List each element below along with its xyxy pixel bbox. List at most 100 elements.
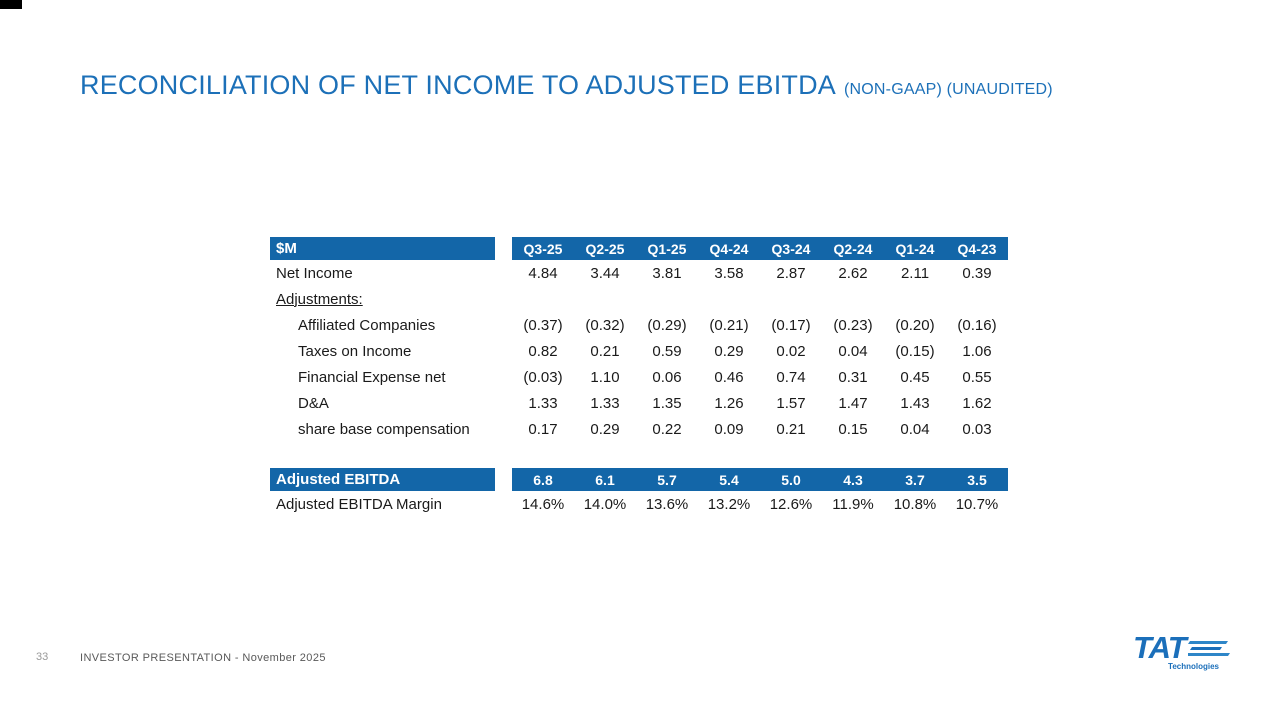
value-cell: 12.6% [769,495,813,513]
value-cell: 13.6% [645,495,689,513]
value-cell: (0.17) [771,316,811,334]
value-cell: 0.04 [838,342,868,360]
row-values: 14.6% 14.0% 13.6% 13.2% 12.6% 11.9% 10.8… [512,496,1008,513]
quarter-header: Q1-25 [647,240,687,257]
row-values: 0.82 0.21 0.59 0.29 0.02 0.04 (0.15) 1.0… [512,343,1008,360]
value-cell: 0.04 [900,420,930,438]
value-cell: (0.37) [523,316,563,334]
value-cell: 3.58 [714,264,744,282]
value-cell: 3.44 [590,264,620,282]
table-row-financial-expense-net: Financial Expense net (0.03) 1.10 0.06 0… [270,364,1008,390]
row-values: 4.84 3.44 3.81 3.58 2.87 2.62 2.11 0.39 [512,265,1008,282]
quarter-header: Q4-24 [709,240,749,257]
value-cell: 0.39 [962,264,992,282]
value-cell: 14.0% [583,495,627,513]
value-cell: 10.8% [893,495,937,513]
row-label: Adjusted EBITDA Margin [276,495,442,513]
value-cell: 4.84 [528,264,558,282]
value-cell: 0.09 [714,420,744,438]
row-label: D&A [298,394,329,412]
reconciliation-table: $M Q3-25 Q2-25 Q1-25 Q4-24 Q3-24 Q2-24 Q… [270,237,1008,517]
value-cell: 0.06 [652,368,682,386]
value-cell: 0.55 [962,368,992,386]
table-row-adjusted-ebitda-margin: Adjusted EBITDA Margin 14.6% 14.0% 13.6%… [270,491,1008,517]
logo-text: TAT [1133,630,1187,665]
value-cell: 3.7 [905,471,925,488]
table-spacer [270,442,1008,468]
value-cell: 1.33 [590,394,620,412]
row-label: share base compensation [298,420,470,438]
title-main: RECONCILIATION OF NET INCOME TO ADJUSTED… [80,70,836,100]
value-cell: (0.20) [895,316,935,334]
row-label: Net Income [276,264,353,282]
value-cell: 13.2% [707,495,751,513]
table-header-row: $M Q3-25 Q2-25 Q1-25 Q4-24 Q3-24 Q2-24 Q… [270,237,1008,260]
value-cell: 0.03 [962,420,992,438]
value-cell: 0.29 [590,420,620,438]
value-cell: (0.03) [523,368,563,386]
value-cell: 1.10 [590,368,620,386]
value-cell: 10.7% [955,495,999,513]
row-values: 0.17 0.29 0.22 0.09 0.21 0.15 0.04 0.03 [512,421,1008,438]
corner-mark [0,0,22,9]
quarter-header: Q2-24 [833,240,873,257]
table-row-share-base-compensation: share base compensation 0.17 0.29 0.22 0… [270,416,1008,442]
value-cell: 1.43 [900,394,930,412]
value-cell: 0.17 [528,420,558,438]
title-suffix: (NON-GAAP) (UNAUDITED) [844,81,1053,98]
quarter-header: Q3-25 [523,240,563,257]
quarter-header: Q4-23 [957,240,997,257]
value-cell: 0.22 [652,420,682,438]
value-cell: 1.26 [714,394,744,412]
value-cell: 0.45 [900,368,930,386]
value-cell: (0.16) [957,316,997,334]
logo-subtext: Technologies [1168,662,1219,671]
value-cell: 1.33 [528,394,558,412]
row-label: Taxes on Income [298,342,412,360]
value-cell: 1.57 [776,394,806,412]
value-cell: 5.7 [657,471,677,488]
value-cell: 1.06 [962,342,992,360]
value-cell: 0.02 [776,342,806,360]
row-values: 1.33 1.33 1.35 1.26 1.57 1.47 1.43 1.62 [512,395,1008,412]
value-cell: (0.32) [585,316,625,334]
value-cell: 0.46 [714,368,744,386]
quarter-header: Q2-25 [585,240,625,257]
value-cell: 6.8 [533,471,553,488]
table-row-adjustments: Adjustments: [270,286,1008,312]
value-cell: (0.29) [647,316,687,334]
row-label: Affiliated Companies [298,316,436,334]
value-cell: 0.29 [714,342,744,360]
row-label: Adjusted EBITDA [270,468,495,491]
row-label: Adjustments: [276,290,363,308]
value-cell: (0.21) [709,316,749,334]
corner-header-cell: $M [270,237,495,260]
footer-text: INVESTOR PRESENTATION - November 2025 [80,652,326,664]
table-row-affiliated-companies: Affiliated Companies (0.37) (0.32) (0.29… [270,312,1008,338]
value-cell: (0.23) [833,316,873,334]
value-cell: 1.47 [838,394,868,412]
row-values: (0.37) (0.32) (0.29) (0.21) (0.17) (0.23… [512,317,1008,334]
value-cell: 2.87 [776,264,806,282]
value-cell: 4.3 [843,471,863,488]
page-number: 33 [36,651,49,663]
value-cell: 11.9% [832,495,874,513]
table-row-adjusted-ebitda: Adjusted EBITDA 6.8 6.1 5.7 5.4 5.0 4.3 … [270,468,1008,491]
table-row-d-and-a: D&A 1.33 1.33 1.35 1.26 1.57 1.47 1.43 1… [270,390,1008,416]
value-cell: 3.5 [967,471,987,488]
value-cell: 6.1 [595,471,615,488]
value-cell: 0.15 [838,420,868,438]
value-cell: 0.82 [528,342,558,360]
value-cell: 2.11 [900,264,930,282]
value-cell: 0.31 [838,368,868,386]
value-cell: 5.0 [781,471,801,488]
page-title: RECONCILIATION OF NET INCOME TO ADJUSTED… [80,70,1053,101]
table-row-net-income: Net Income 4.84 3.44 3.81 3.58 2.87 2.62… [270,260,1008,286]
quarter-headers: Q3-25 Q2-25 Q1-25 Q4-24 Q3-24 Q2-24 Q1-2… [512,237,1008,260]
value-cell: 1.62 [962,394,992,412]
value-cell: 3.81 [652,264,682,282]
row-values: (0.03) 1.10 0.06 0.46 0.74 0.31 0.45 0.5… [512,369,1008,386]
quarter-header: Q1-24 [895,240,935,257]
value-cell: 1.35 [652,394,682,412]
